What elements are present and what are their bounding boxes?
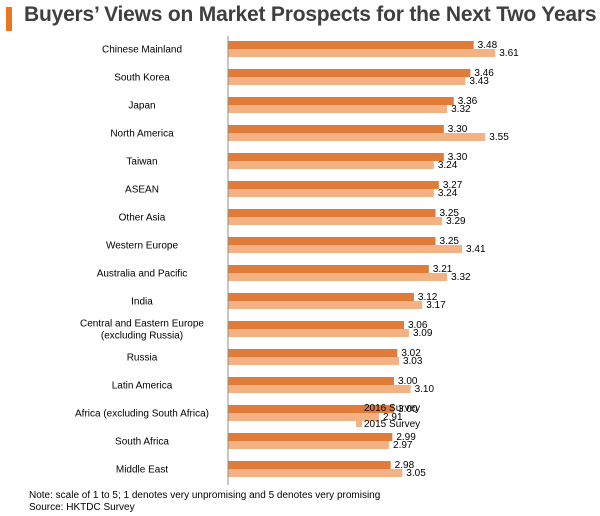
bar-2015 <box>228 161 434 169</box>
data-label: 3.30 <box>448 124 468 135</box>
data-label: 3.30 <box>448 152 468 163</box>
data-label: 2.98 <box>395 460 415 471</box>
data-label: 2.97 <box>393 440 413 451</box>
category-label: Taiwan <box>126 157 157 168</box>
data-label: 3.12 <box>418 292 438 303</box>
data-label: 3.41 <box>466 244 486 255</box>
source-text: Source: HKTDC Survey <box>29 502 135 513</box>
legend-label: 2016 Survey <box>364 403 420 414</box>
category-label: South Korea <box>114 73 170 84</box>
category-label: Middle East <box>116 465 168 476</box>
data-label: 3.43 <box>469 76 489 87</box>
data-label: 3.09 <box>413 328 433 339</box>
data-label: 3.48 <box>478 40 498 51</box>
bar-2015 <box>228 105 448 113</box>
chart-title: Buyers’ Views on Market Prospects for th… <box>24 3 597 26</box>
data-label: 3.36 <box>458 96 478 107</box>
title-accent-bar <box>6 7 12 31</box>
category-label: Africa (excluding South Africa) <box>75 409 209 420</box>
category-label: Australia and Pacific <box>97 269 188 280</box>
data-label: 3.27 <box>443 180 463 191</box>
bar-2016 <box>228 293 414 301</box>
bar-2015 <box>228 133 486 141</box>
data-label: 3.17 <box>426 300 446 311</box>
data-label: 3.10 <box>415 384 435 395</box>
bar-2015 <box>228 441 390 449</box>
bar-2015 <box>228 357 399 365</box>
data-label: 3.32 <box>451 272 471 283</box>
category-label: India <box>131 297 153 308</box>
bar-2016 <box>228 97 454 105</box>
bar-2016 <box>228 209 436 217</box>
bar-2015 <box>228 77 466 85</box>
data-label: 3.55 <box>489 132 509 143</box>
category-label: (excluding Russia) <box>101 331 183 342</box>
data-label: 3.32 <box>451 104 471 115</box>
category-label: Other Asia <box>119 213 166 224</box>
bar-2016 <box>228 349 398 357</box>
data-label: 3.00 <box>398 404 418 415</box>
category-label: North America <box>110 129 174 140</box>
bar-2016 <box>228 461 391 469</box>
bar-2015 <box>228 469 403 477</box>
bar-2015 <box>228 413 380 421</box>
bar-2015 <box>228 273 448 281</box>
data-label: 3.06 <box>408 320 428 331</box>
data-label: 3.02 <box>401 348 421 359</box>
category-label: Central and Eastern Europe <box>80 319 204 330</box>
note-text: Note: scale of 1 to 5; 1 denotes very un… <box>29 490 381 501</box>
category-label: Chinese Mainland <box>102 45 182 56</box>
bar-2016 <box>228 125 444 133</box>
footnotes: Note: scale of 1 to 5; 1 denotes very un… <box>29 490 380 514</box>
data-label: 2.99 <box>396 432 416 443</box>
category-label: Western Europe <box>106 241 179 252</box>
data-label: 3.24 <box>438 188 458 199</box>
bar-2016 <box>228 321 404 329</box>
data-label: 3.24 <box>438 160 458 171</box>
data-label: 3.05 <box>406 468 426 479</box>
bar-2016 <box>228 181 439 189</box>
category-label: South Africa <box>115 437 169 448</box>
bar-2015 <box>228 217 443 225</box>
category-label: Russia <box>127 353 158 364</box>
data-label: 3.25 <box>440 208 460 219</box>
bar-2015 <box>228 245 463 253</box>
bar-2016 <box>228 265 429 273</box>
data-label: 3.29 <box>446 216 466 227</box>
bar-2015 <box>228 189 434 197</box>
data-label: 3.61 <box>499 48 519 59</box>
data-label: 3.03 <box>403 356 423 367</box>
bar-2016 <box>228 377 394 385</box>
data-label: 3.25 <box>440 236 460 247</box>
category-label: Japan <box>128 101 155 112</box>
bar-2015 <box>228 385 411 393</box>
legend-label: 2015 Survey <box>364 419 420 430</box>
bar-2015 <box>228 301 423 309</box>
legend-swatch <box>356 421 362 427</box>
category-label: Latin America <box>112 381 173 392</box>
bar-2016 <box>228 153 444 161</box>
data-label: 3.46 <box>474 68 494 79</box>
bar-2016 <box>228 405 394 413</box>
legend-swatch <box>356 405 362 411</box>
data-label: 3.21 <box>433 264 453 275</box>
bar-2016 <box>228 69 471 77</box>
data-label: 3.00 <box>398 376 418 387</box>
bar-2016 <box>228 41 474 49</box>
bar-2016 <box>228 237 436 245</box>
category-label: ASEAN <box>125 185 159 196</box>
bar-2015 <box>228 49 496 57</box>
data-label: 2.91 <box>383 412 403 423</box>
bar-2015 <box>228 329 409 337</box>
bar-2016 <box>228 433 393 441</box>
